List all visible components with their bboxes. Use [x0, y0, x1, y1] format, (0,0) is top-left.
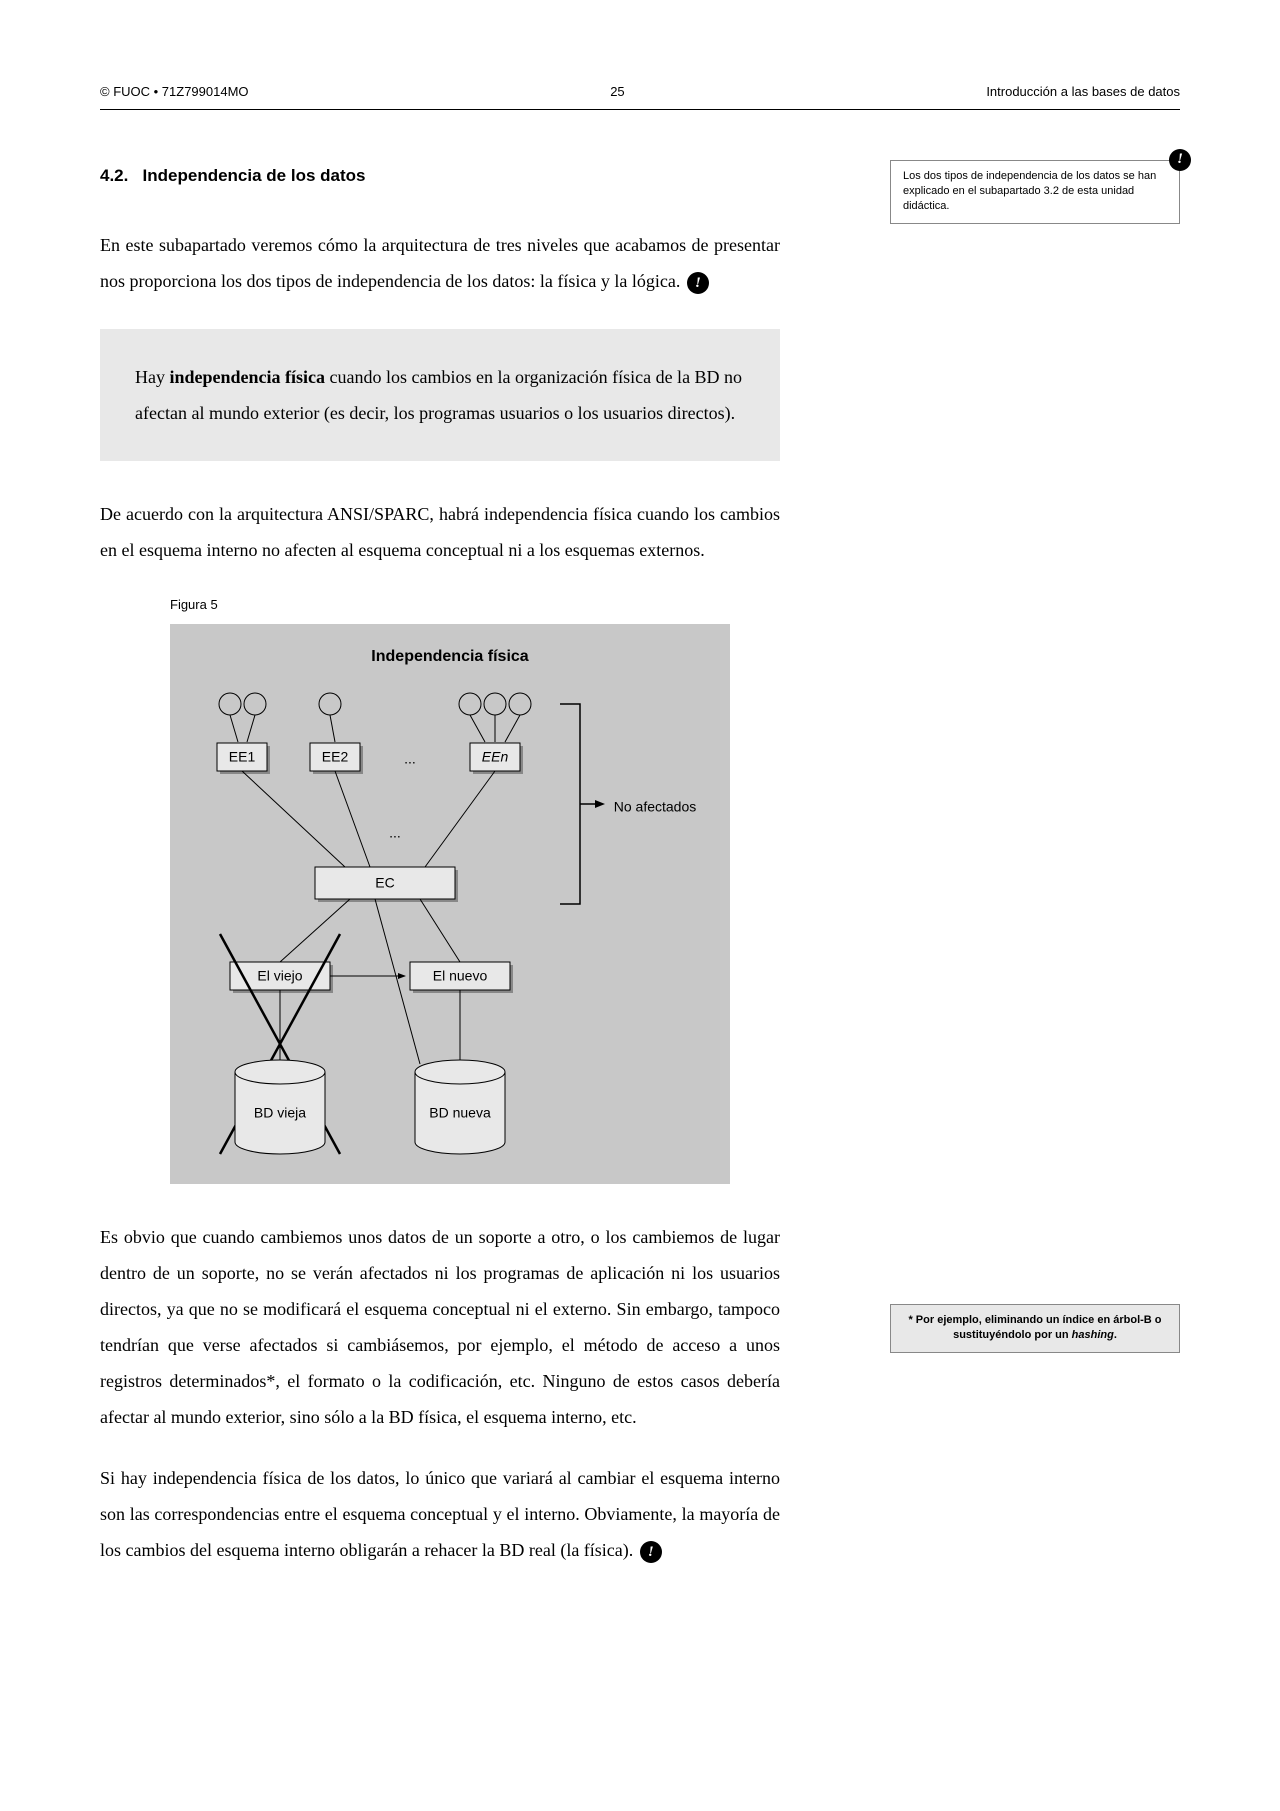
svg-text:BD nueva: BD nueva [429, 1104, 491, 1120]
svg-text:...: ... [404, 750, 416, 766]
diagram-svg: EE1 EE2 ... EEn ... EC [170, 674, 730, 1184]
sidenote-2-suffix: . [1114, 1329, 1117, 1341]
svg-text:EE1: EE1 [229, 748, 256, 764]
svg-text:EEn: EEn [482, 748, 509, 764]
figure-box: Independencia física [170, 624, 730, 1184]
paragraph-3: Es obvio que cuando cambiemos unos datos… [100, 1219, 780, 1435]
svg-text:El nuevo: El nuevo [433, 967, 488, 983]
header-page-number: 25 [610, 80, 624, 105]
sidenote-2: * Por ejemplo, eliminando un índice en á… [890, 1304, 1180, 1353]
cylinder-nueva: BD nueva [415, 1060, 505, 1154]
info-icon: ! [1169, 149, 1191, 171]
side-column: ! Los dos tipos de independencia de los … [890, 160, 1180, 1593]
svg-text:EE2: EE2 [322, 748, 349, 764]
figure-label: Figura 5 [170, 593, 780, 618]
paragraph-4: Si hay independencia física de los datos… [100, 1460, 780, 1568]
page-header: © FUOC • 71Z799014MO 25 Introducción a l… [100, 80, 1180, 110]
sidenote-2-italic: hashing [1072, 1329, 1114, 1341]
user-circles [219, 693, 531, 742]
main-column: 4.2. Independencia de los datos En este … [100, 160, 780, 1593]
header-right: Introducción a las bases de datos [986, 80, 1180, 105]
svg-text:No afectados: No afectados [614, 798, 697, 814]
content-wrap: 4.2. Independencia de los datos En este … [100, 160, 1180, 1593]
svg-text:El viejo: El viejo [257, 967, 302, 983]
svg-text:EC: EC [375, 874, 394, 890]
section-title: 4.2. Independencia de los datos [100, 160, 780, 192]
header-left: © FUOC • 71Z799014MO [100, 80, 249, 105]
paragraph-1: En este subapartado veremos cómo la arqu… [100, 227, 780, 299]
info-icon: ! [687, 272, 709, 294]
paragraph-2: De acuerdo con la arquitectura ANSI/SPAR… [100, 496, 780, 568]
sidenote-2-prefix: * Por ejemplo, eliminando un índice en á… [908, 1314, 1161, 1341]
callout-prefix: Hay [135, 367, 170, 387]
side-spacer [890, 244, 1180, 1304]
callout-bold: independencia física [170, 367, 326, 387]
ee-boxes: EE1 EE2 ... EEn [217, 743, 523, 774]
svg-text:BD vieja: BD vieja [254, 1104, 306, 1120]
sidenote-1-text: Los dos tipos de independencia de los da… [903, 170, 1156, 213]
section-title-text: Independencia de los datos [143, 166, 366, 185]
cylinder-vieja: BD vieja [235, 1060, 325, 1154]
figure-title: Independencia física [170, 624, 730, 672]
info-icon: ! [640, 1541, 662, 1563]
callout-box: Hay independencia física cuando los camb… [100, 329, 780, 461]
section-number: 4.2. [100, 166, 128, 185]
sidenote-1: ! Los dos tipos de independencia de los … [890, 160, 1180, 224]
svg-text:...: ... [389, 824, 401, 840]
